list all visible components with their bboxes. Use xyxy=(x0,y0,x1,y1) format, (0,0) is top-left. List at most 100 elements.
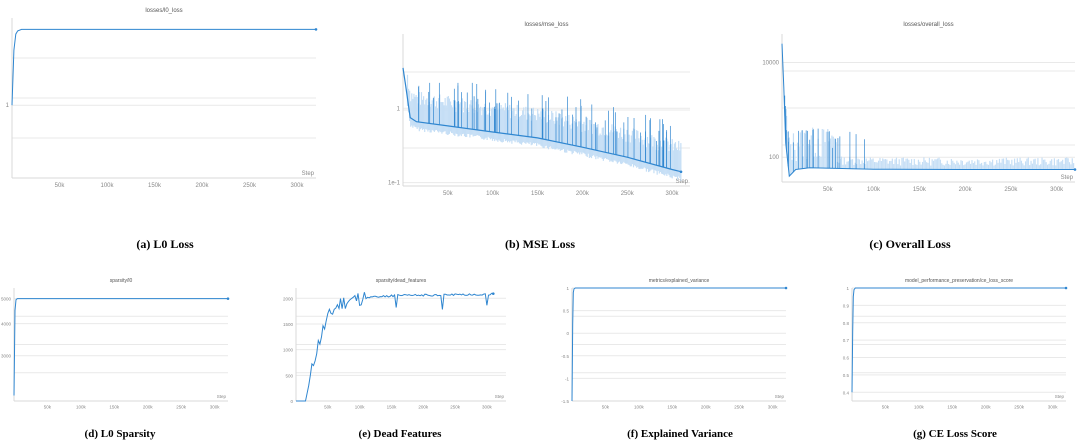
y-tick-label: 1500 xyxy=(283,322,294,327)
y-tick-label: -0.5 xyxy=(561,354,569,359)
x-axis-label: Step xyxy=(495,394,505,399)
x-tick-label: 300k xyxy=(290,183,304,189)
x-tick-label: 200k xyxy=(576,191,590,197)
y-tick-label: 0.5 xyxy=(843,373,850,378)
y-tick-label: 1 xyxy=(846,286,849,291)
chart-title: metrics/explained_variance xyxy=(649,278,710,284)
x-tick-label: 150k xyxy=(667,405,678,410)
y-tick-label: -1 xyxy=(565,376,569,381)
series-line xyxy=(781,43,1075,178)
chart-svg-g: model_performance_preservation/ce_loss_s… xyxy=(843,278,1068,410)
x-tick-label: 50k xyxy=(882,405,890,410)
y-tick-label: 0.9 xyxy=(843,303,850,308)
x-tick-label: 200k xyxy=(959,187,973,193)
x-tick-label: 150k xyxy=(387,405,398,410)
chart-title: losses/l0_loss xyxy=(145,8,182,14)
x-tick-label: 50k xyxy=(55,183,66,189)
spikes xyxy=(418,82,671,170)
y-tick-label: 0.7 xyxy=(843,338,850,343)
x-tick-label: 200k xyxy=(143,405,154,410)
chart-title: sparsity/l0 xyxy=(110,278,133,284)
x-tick-label: 300k xyxy=(210,405,221,410)
chart-panel-dead-features: sparsity/dead_features 0 500 1000 1500 2000 50… xyxy=(278,278,510,413)
y-tick-label: 1000 xyxy=(283,348,294,353)
x-axis-label: Step xyxy=(676,179,689,185)
caption-l0-sparsity: (d) L0 Sparsity xyxy=(84,428,156,440)
x-tick-label: 300k xyxy=(768,405,779,410)
chart-svg-f: metrics/explained_variance -1.5 -1 -0.5 0 0.5… xyxy=(561,278,788,410)
x-tick-label: 200k xyxy=(981,405,992,410)
x-axis-label: Step xyxy=(217,394,227,399)
x-tick-label: 250k xyxy=(450,405,461,410)
y-tick-label: 1 xyxy=(566,286,569,291)
series-end-point xyxy=(1064,286,1068,290)
x-tick-label: 50k xyxy=(602,405,610,410)
caption-l0-loss: (a) L0 Loss xyxy=(136,237,194,251)
x-axis-label: Step xyxy=(1061,175,1074,181)
x-tick-label: 50k xyxy=(443,191,454,197)
x-tick-label: 200k xyxy=(195,183,209,189)
x-tick-label: 100k xyxy=(634,405,645,410)
chart-panel-ce-loss-score: model_performance_preservation/ce_loss_s… xyxy=(838,278,1070,413)
x-axis-label: Step xyxy=(775,394,785,399)
series-end-point xyxy=(314,28,318,31)
y-tick-label: 10000 xyxy=(762,61,779,67)
y-tick-label: 4000 xyxy=(1,322,12,327)
spikes xyxy=(784,95,865,173)
caption-ce-loss-score: (g) CE Loss Score xyxy=(913,428,997,440)
chart-svg-e: sparsity/dead_features 0 500 1000 1500 2000 50… xyxy=(283,278,506,410)
y-tick-label: 0 xyxy=(566,331,569,336)
series-line xyxy=(13,298,228,396)
caption-mse-loss: (b) MSE Loss xyxy=(504,237,575,251)
x-tick-label: 50k xyxy=(823,187,834,193)
y-tick-label: 5000 xyxy=(1,297,12,302)
x-tick-label: 100k xyxy=(76,405,87,410)
caption-explained-variance: (f) Explained Variance xyxy=(627,428,733,440)
noise-band xyxy=(406,74,682,181)
series-end-point xyxy=(491,292,495,295)
y-tick-label: 100 xyxy=(769,155,780,161)
y-tick-label: 0.8 xyxy=(843,321,850,326)
x-tick-label: 100k xyxy=(100,183,114,189)
x-tick-label: 200k xyxy=(418,405,429,410)
chart-panel-explained-variance: metrics/explained_variance -1.5 -1 -0.5 0 0.5… xyxy=(558,278,790,413)
x-tick-label: 150k xyxy=(913,187,927,193)
x-tick-label: 300k xyxy=(482,405,493,410)
y-tick-label: 0.4 xyxy=(843,390,850,395)
chart-panel-mse-loss: losses/mse_loss 1e-1 1 50k 100k 150k 200k 250k 3… xyxy=(385,22,700,202)
x-tick-label: 150k xyxy=(947,405,958,410)
x-tick-label: 300k xyxy=(1048,405,1059,410)
x-tick-label: 200k xyxy=(701,405,712,410)
series-end-point xyxy=(226,297,230,300)
series-line xyxy=(402,67,682,173)
x-tick-label: 100k xyxy=(355,405,366,410)
x-tick-label: 250k xyxy=(734,405,745,410)
y-tick-label: 1 xyxy=(397,106,401,112)
chart-svg-c: losses/overall_loss 100 10000 50k 100k 150k 20… xyxy=(762,22,1077,193)
y-tick-label: 500 xyxy=(285,373,293,378)
chart-title: sparsity/dead_features xyxy=(376,278,427,284)
x-tick-label: 300k xyxy=(666,191,680,197)
caption-overall-loss: (c) Overall Loss xyxy=(869,237,951,251)
x-tick-label: 250k xyxy=(243,183,257,189)
y-tick-label: 0 xyxy=(290,399,293,404)
x-axis-label: Step xyxy=(302,171,315,177)
x-tick-label: 50k xyxy=(44,405,52,410)
x-tick-label: 100k xyxy=(914,405,925,410)
x-tick-label: 150k xyxy=(148,183,162,189)
y-tick-label: 1 xyxy=(6,103,10,109)
x-tick-label: 150k xyxy=(531,191,545,197)
series-end-point xyxy=(1073,168,1077,171)
y-tick-label: 0.6 xyxy=(843,356,850,361)
x-tick-label: 250k xyxy=(621,191,635,197)
series-line xyxy=(851,287,1066,393)
x-tick-label: 150k xyxy=(109,405,120,410)
y-tick-label: 0.5 xyxy=(563,309,570,314)
x-tick-label: 250k xyxy=(1014,405,1025,410)
x-tick-label: 50k xyxy=(324,405,332,410)
y-tick-label: 3000 xyxy=(1,354,12,359)
x-tick-label: 100k xyxy=(867,187,881,193)
chart-title: model_performance_preservation/ce_loss_s… xyxy=(905,278,1013,284)
